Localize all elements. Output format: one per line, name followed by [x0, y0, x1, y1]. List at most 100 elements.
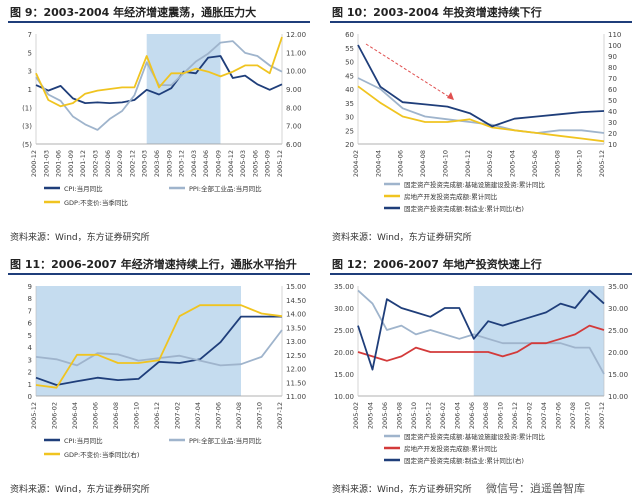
x-tick-label: 2005-06	[531, 150, 539, 177]
x-tick-label: 2006-08	[112, 402, 120, 429]
y-tick-left: (1)	[22, 104, 32, 112]
legend-label: CPI:当月同比	[64, 184, 103, 193]
chart-source: 资料来源：Wind，东方证券研究所	[10, 485, 150, 495]
x-tick-label: 2004-12	[464, 150, 472, 177]
y-tick-right: 11.00	[286, 49, 306, 57]
x-tick-label: 2004-02	[352, 150, 360, 177]
y-tick-left: 3	[28, 68, 32, 76]
trend-arrow-head	[447, 92, 454, 100]
legend-label: GDP:不变价:当季同比(右)	[64, 450, 139, 459]
shaded-period	[146, 34, 221, 144]
y-tick-right: 9.00	[286, 86, 302, 94]
trend-arrow	[365, 43, 455, 101]
y-tick-right: 25.00	[608, 327, 628, 335]
y-tick-right: 15.00	[286, 283, 306, 291]
series-line	[357, 324, 605, 362]
y-tick-left: 35.00	[334, 283, 354, 291]
x-tick-label: 2006-08	[482, 402, 490, 429]
x-tick-label: 2002-12	[128, 150, 136, 177]
x-tick-label: 2005-12	[276, 150, 284, 177]
chart-panel-9: 图 9：2003-2004 年经济增速震荡，通胀压力大 7 5 3 1 (1) (3) (5…	[4, 4, 314, 244]
y-tick-right: 20.00	[608, 349, 628, 357]
y-tick-left: (5)	[22, 141, 32, 149]
chart-source: 资料来源：Wind，东方证券研究所	[10, 233, 150, 243]
series-line	[35, 36, 283, 108]
y-tick-left: 25	[345, 127, 354, 135]
legend-label: PPI:全部工业品:当月同比	[189, 436, 262, 445]
y-tick-left: 20	[345, 141, 354, 149]
legend-label: 固定资产投资完成额:制造业:累计同比(右)	[404, 456, 524, 465]
chart-source: 资料来源：Wind，东方证券研究所	[332, 233, 472, 243]
x-tick-label: 2001-03	[42, 150, 50, 177]
watermark: 微信号：逍遥兽智库	[486, 482, 585, 495]
x-tick-label: 2005-04	[366, 402, 374, 429]
legend-label: CPI:当月同比	[64, 436, 103, 445]
x-tick-label: 2005-08	[395, 402, 403, 429]
legend-label: 房地产开发投资完成额:累计同比	[404, 192, 498, 201]
x-tick-label: 2006-02	[439, 402, 447, 429]
x-tick-label: 2004-04	[374, 150, 382, 177]
chart-source: 资料来源：Wind，东方证券研究所	[332, 485, 472, 495]
x-tick-label: 2004-06	[397, 150, 405, 177]
x-tick-label: 2007-10	[256, 402, 264, 429]
y-tick-left: 0	[28, 393, 32, 401]
y-tick-left: 9	[28, 283, 32, 291]
x-tick-label: 2003-03	[141, 150, 149, 177]
x-tick-label: 2005-09	[264, 150, 272, 177]
x-tick-label: 2005-12	[424, 402, 432, 429]
legend-label: 固定资产投资完成额:基础设施建设投资:累计同比	[404, 180, 545, 189]
x-tick-label: 2005-02	[352, 402, 360, 429]
x-tick-label: 2002-09	[116, 150, 124, 177]
chart-title: 图 9：2003-2004 年经济增速震荡，通胀压力大	[10, 6, 257, 19]
x-tick-label: 2007-06	[215, 402, 223, 429]
series-line	[357, 85, 605, 143]
y-tick-left: 7	[28, 31, 32, 39]
x-tick-label: 2007-06	[555, 402, 563, 429]
x-tick-label: 2005-06	[251, 150, 259, 177]
x-tick-label: 2003-06	[153, 150, 161, 177]
x-tick-label: 2007-02	[526, 402, 534, 429]
chart-12: 35.00 30.00 25.00 20.00 15.00 10.00 35.00 30.00…	[334, 283, 628, 465]
x-tick-label: 2005-03	[239, 150, 247, 177]
y-tick-right: 12.00	[286, 31, 306, 39]
x-tick-label: 2006-04	[71, 402, 79, 429]
y-tick-right: 50	[608, 97, 617, 105]
y-tick-right: 30.00	[608, 305, 628, 313]
series-line	[357, 289, 605, 375]
y-tick-right: 90	[608, 53, 617, 61]
y-tick-right: 40	[608, 108, 617, 116]
x-tick-label: 2007-12	[598, 402, 606, 429]
y-tick-left: 10.00	[334, 393, 354, 401]
y-tick-left: 3	[28, 356, 32, 364]
x-tick-label: 2006-04	[453, 402, 461, 429]
y-tick-left: 35	[345, 100, 354, 108]
y-tick-left: 45	[345, 72, 354, 80]
x-tick-label: 2005-10	[576, 150, 584, 177]
series-line	[35, 304, 283, 389]
x-tick-label: 2006-06	[92, 402, 100, 429]
y-tick-left: 2	[28, 369, 32, 377]
x-tick-label: 2006-06	[468, 402, 476, 429]
chart-10: 60 55 50 45 40 35 30 25 20 110 100 90 80 70 60 50 40 30 20…	[345, 31, 621, 213]
y-tick-right: 11.50	[286, 379, 306, 387]
y-tick-right: 60	[608, 86, 617, 94]
x-tick-label: 2005-12	[30, 402, 38, 429]
series-line	[357, 44, 605, 128]
y-tick-left: 4	[28, 344, 33, 352]
x-tick-label: 2004-06	[202, 150, 210, 177]
chart-title: 图 11：2006-2007 年经济增速持续上行，通胀水平抬升	[10, 258, 297, 271]
y-tick-right: 100	[608, 42, 621, 50]
title-rule	[8, 273, 310, 275]
y-tick-left: 5	[28, 49, 32, 57]
x-tick-label: 2005-06	[381, 402, 389, 429]
x-tick-label: 2004-09	[215, 150, 223, 177]
y-tick-right: 20	[608, 130, 617, 138]
y-tick-left: 25.00	[334, 327, 354, 335]
chart-9: 7 5 3 1 (1) (3) (5) 12.00 11.00 10.00 9.00 8.00 7.00…	[22, 31, 306, 207]
legend-label: PPI:全部工业品:当月同比	[189, 184, 262, 193]
y-tick-right: 10	[608, 141, 617, 149]
y-tick-left: (3)	[22, 123, 32, 131]
chart-title: 图 12：2006-2007 年地产投资快速上行	[332, 258, 542, 271]
x-tick-label: 2002-06	[104, 150, 112, 177]
x-tick-label: 2000-12	[30, 150, 38, 177]
